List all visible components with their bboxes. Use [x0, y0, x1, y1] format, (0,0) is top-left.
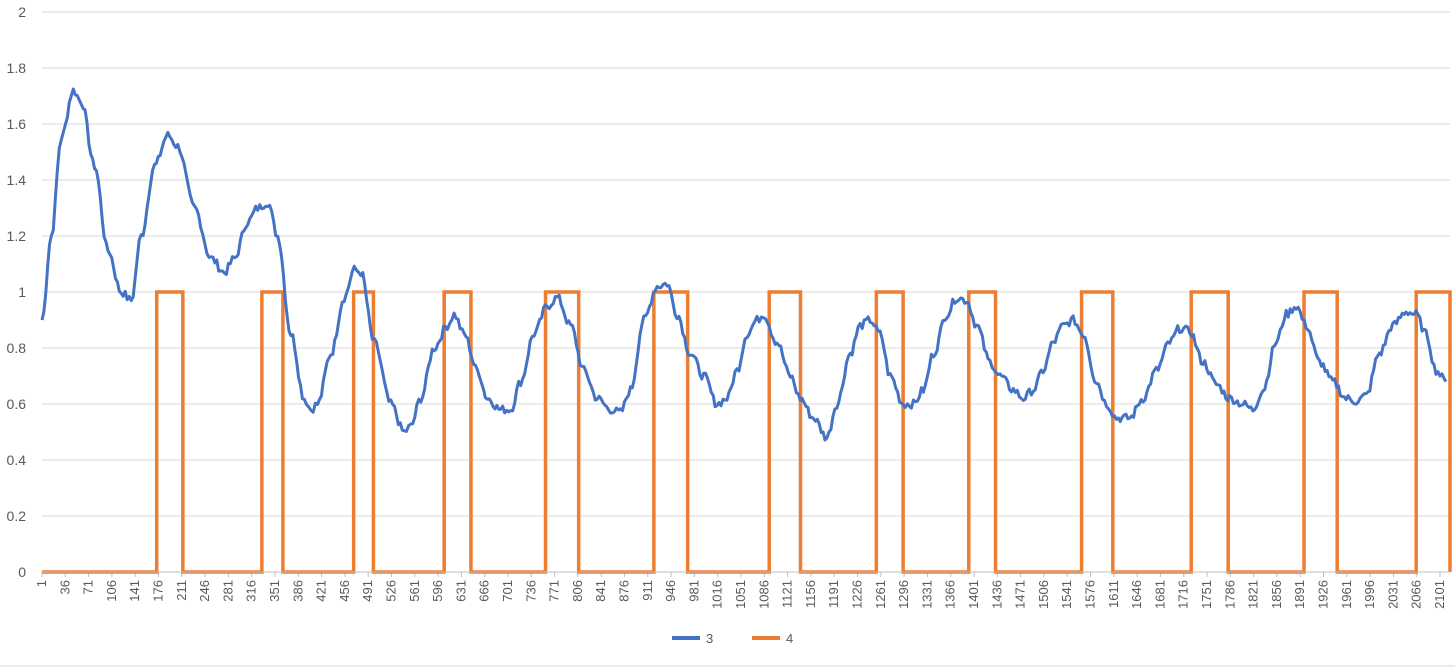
y-tick-label: 1.4 — [7, 172, 27, 188]
x-tick-label: 561 — [407, 580, 422, 602]
legend: 3 4 — [672, 631, 793, 646]
x-tick-label: 876 — [617, 580, 632, 602]
y-tick-label: 0.8 — [7, 340, 27, 356]
x-tick-label: 1576 — [1083, 580, 1098, 609]
x-tick-label: 211 — [174, 580, 189, 601]
x-tick-label: 806 — [570, 580, 585, 602]
x-tick-label: 386 — [290, 580, 305, 602]
x-tick-label: 1191 — [826, 580, 841, 608]
x-tick-label: 1646 — [1129, 580, 1144, 609]
x-tick-label: 1786 — [1222, 580, 1237, 609]
y-tick-label: 1.8 — [7, 60, 27, 76]
series-4-line — [42, 290, 1452, 574]
y-tick-label: 1.6 — [7, 116, 27, 132]
x-tick-label: 316 — [244, 580, 259, 602]
x-tick-label: 1611 — [1106, 580, 1121, 608]
x-tick-label: 771 — [547, 580, 562, 602]
x-tick-label: 1086 — [756, 580, 771, 609]
x-tick-label: 1856 — [1269, 580, 1284, 609]
x-tick-label: 176 — [151, 580, 166, 602]
x-tick-label: 946 — [663, 580, 678, 602]
x-tick-label: 1506 — [1036, 580, 1051, 609]
x-tick-label: 526 — [384, 580, 399, 602]
x-tick-label: 2101 — [1432, 580, 1447, 609]
x-tick-label: 1751 — [1199, 580, 1214, 609]
x-tick-label: 1156 — [803, 580, 818, 608]
legend-label-series-3: 3 — [706, 631, 713, 646]
x-tick-label: 736 — [523, 580, 538, 602]
x-tick-label: 1926 — [1316, 580, 1331, 609]
x-tick-label: 1051 — [733, 580, 748, 609]
x-axis-tick-labels: 1 36 71 106 141 176 211 246 281 316 351 386 421 456 49… — [34, 572, 1447, 609]
x-tick-label: 911 — [640, 580, 655, 601]
x-tick-label: 1471 — [1013, 580, 1028, 609]
x-tick-label: 1821 — [1246, 580, 1261, 609]
x-tick-label: 281 — [220, 580, 235, 602]
y-tick-label: 1 — [18, 284, 26, 300]
x-tick-label: 1331 — [919, 580, 934, 609]
legend-label-series-4: 4 — [786, 631, 793, 646]
x-tick-label: 2066 — [1409, 580, 1424, 609]
x-tick-label: 1 — [34, 580, 49, 587]
x-tick-label: 981 — [686, 580, 701, 602]
x-tick-label: 1226 — [850, 580, 865, 609]
x-tick-label: 491 — [360, 580, 375, 602]
x-tick-label: 1121 — [780, 580, 795, 608]
x-tick-label: 1366 — [943, 580, 958, 609]
y-tick-label: 0.2 — [7, 508, 27, 524]
x-tick-label: 1961 — [1339, 580, 1354, 609]
x-tick-label: 701 — [500, 580, 515, 602]
y-tick-label: 0.4 — [7, 452, 27, 468]
y-tick-label: 1.2 — [7, 228, 27, 244]
x-tick-label: 106 — [104, 580, 119, 602]
x-tick-label: 2031 — [1385, 580, 1400, 609]
series-layer — [40, 87, 1452, 574]
x-tick-label: 36 — [57, 580, 72, 594]
x-tick-label: 1261 — [873, 580, 888, 609]
x-tick-label: 841 — [593, 580, 608, 602]
x-tick-label: 1716 — [1176, 580, 1191, 609]
x-tick-label: 1891 — [1292, 580, 1307, 609]
x-tick-label: 1541 — [1059, 580, 1074, 609]
gridlines — [42, 11, 1450, 517]
series-3-line — [40, 87, 1448, 442]
y-tick-label: 2 — [18, 4, 26, 20]
x-tick-label: 71 — [81, 580, 96, 594]
x-tick-label: 596 — [430, 580, 445, 602]
x-tick-label: 1296 — [896, 580, 911, 609]
y-axis-tick-labels: 0 0.2 0.4 0.6 0.8 1 1.2 1.4 1.6 1.8 2 — [7, 4, 27, 580]
x-tick-label: 421 — [314, 580, 329, 602]
x-tick-label: 351 — [267, 580, 282, 602]
x-tick-label: 246 — [197, 580, 212, 602]
x-tick-label: 1436 — [989, 580, 1004, 609]
x-tick-label: 141 — [127, 580, 142, 602]
x-tick-label: 1996 — [1362, 580, 1377, 609]
x-tick-label: 1401 — [966, 580, 981, 609]
x-tick-label: 631 — [453, 580, 468, 602]
x-tick-label: 666 — [477, 580, 492, 602]
x-tick-label: 1016 — [710, 580, 725, 609]
y-tick-label: 0 — [18, 564, 26, 580]
y-tick-label: 0.6 — [7, 396, 27, 412]
x-tick-label: 1681 — [1152, 580, 1167, 609]
x-tick-label: 456 — [337, 580, 352, 602]
